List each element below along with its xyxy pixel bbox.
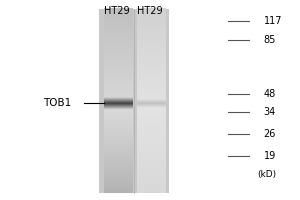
Text: 34: 34 [263,107,276,117]
Text: 19: 19 [263,151,276,161]
Text: 117: 117 [263,16,282,26]
Text: 48: 48 [263,89,276,99]
Text: HT29: HT29 [137,6,163,16]
Text: 85: 85 [263,35,276,45]
Text: HT29: HT29 [104,6,130,16]
Text: (kD): (kD) [257,170,277,179]
FancyBboxPatch shape [99,9,170,193]
Text: TOB1: TOB1 [43,98,72,108]
Text: 26: 26 [263,129,276,139]
